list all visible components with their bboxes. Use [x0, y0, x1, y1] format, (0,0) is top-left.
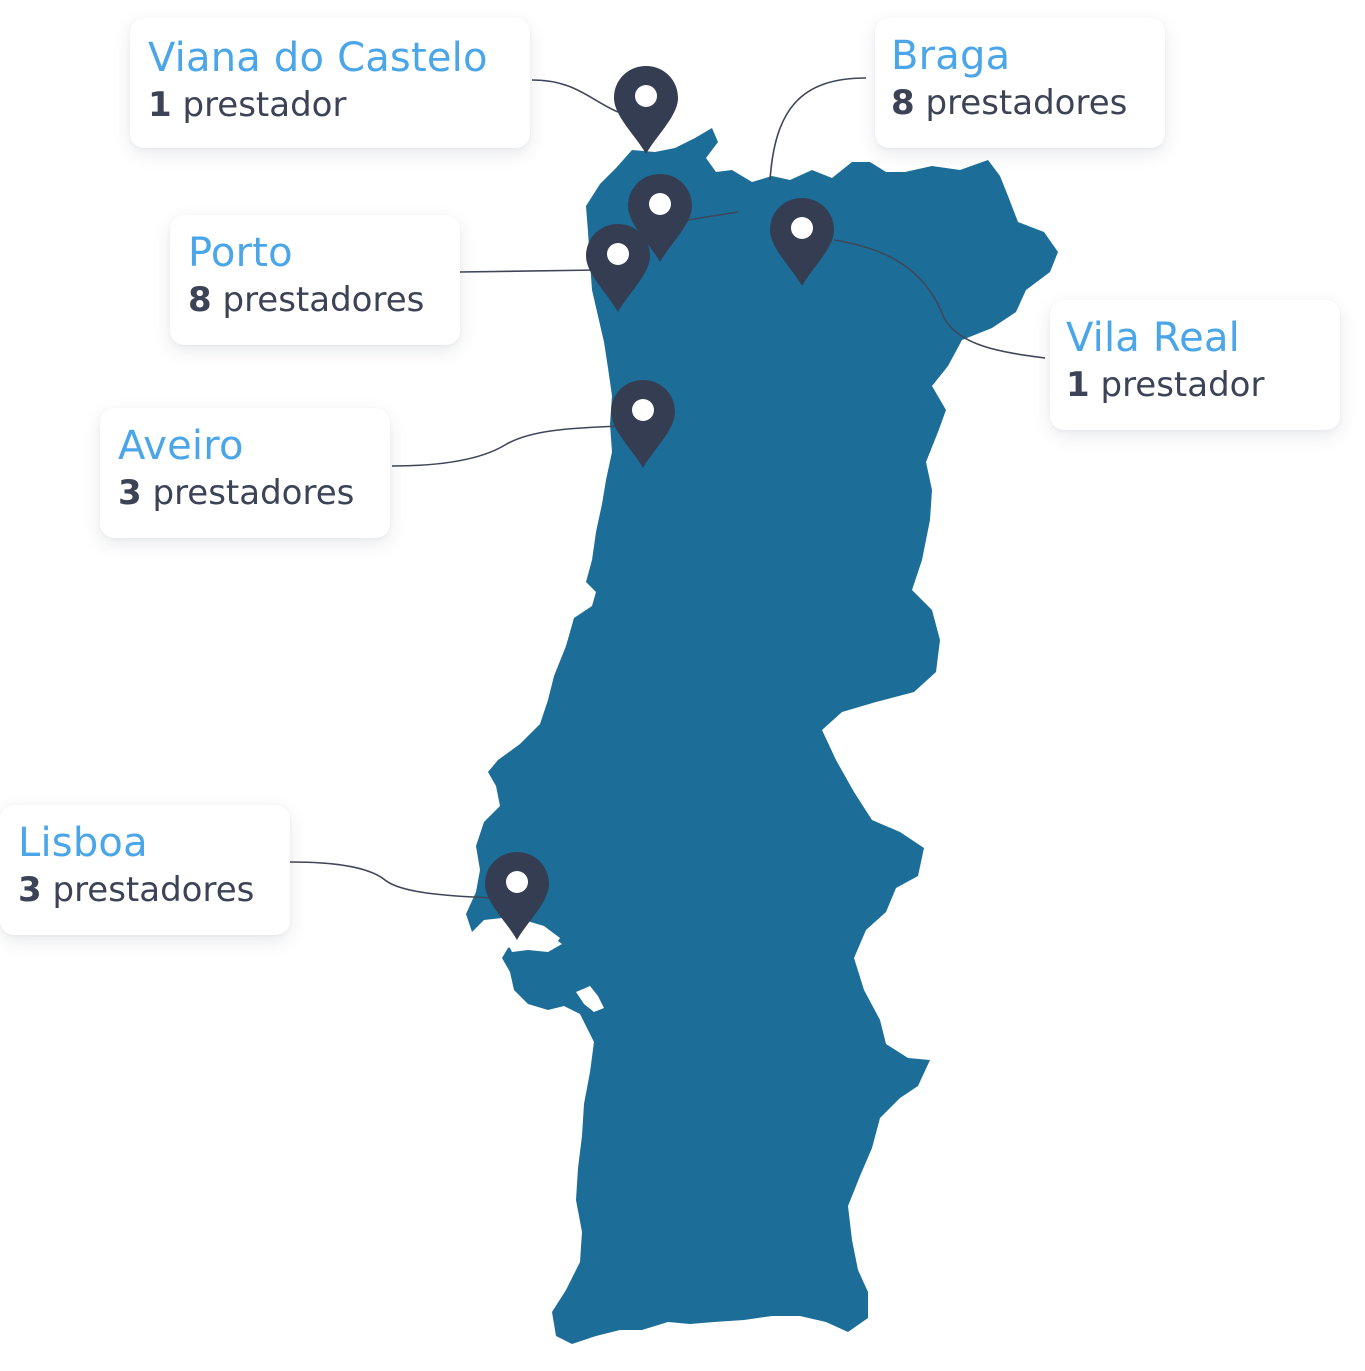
pin-body	[586, 224, 650, 312]
provider-unit: prestadores	[222, 280, 425, 320]
pin-body	[485, 852, 549, 940]
pin-body	[628, 174, 692, 262]
pin-body	[770, 198, 834, 286]
provider-count-line: 3 prestadores	[18, 869, 254, 911]
provider-count: 3	[118, 473, 142, 513]
location-card-braga[interactable]: Braga 8 prestadores	[875, 18, 1165, 148]
leader-line-braga-pin	[687, 211, 739, 221]
leader-lines	[289, 77, 1046, 899]
provider-count: 1	[1066, 365, 1090, 405]
map-pin-icon[interactable]	[586, 224, 650, 312]
location-card-porto[interactable]: Porto 8 prestadores	[170, 215, 460, 345]
pin-dot	[791, 217, 813, 239]
leader-line-braga	[769, 77, 867, 181]
provider-count: 8	[188, 280, 212, 320]
provider-count: 8	[891, 83, 915, 123]
provider-count: 3	[18, 870, 42, 910]
portugal-land-shape	[466, 128, 1058, 1344]
provider-unit: prestadores	[925, 83, 1128, 123]
provider-count-line: 1 prestador	[148, 84, 346, 126]
location-card-viana-do-castelo[interactable]: Viana do Castelo 1 prestador	[130, 18, 530, 148]
provider-count-line: 8 prestadores	[188, 279, 424, 321]
provider-count: 1	[148, 85, 172, 125]
pin-dot	[632, 399, 654, 421]
provider-unit: prestador	[182, 85, 347, 125]
location-card-aveiro[interactable]: Aveiro 3 prestadores	[100, 408, 390, 538]
provider-count-line: 8 prestadores	[891, 82, 1127, 124]
tagus-estuary	[506, 930, 562, 952]
pin-dot	[506, 871, 528, 893]
sado-estuary	[576, 986, 604, 1012]
location-card-vila-real[interactable]: Vila Real 1 prestador	[1050, 300, 1340, 430]
leader-line-viana	[531, 79, 619, 113]
leader-line-lisboa	[289, 861, 496, 899]
city-name: Vila Real	[1066, 315, 1240, 361]
map-pin-icon[interactable]	[628, 174, 692, 262]
provider-unit: prestadores	[152, 473, 355, 513]
pin-body	[611, 380, 675, 468]
city-name: Viana do Castelo	[148, 35, 488, 81]
leader-line-vila	[833, 239, 1046, 359]
city-name: Lisboa	[18, 820, 148, 866]
pin-dot	[635, 85, 657, 107]
pin-dot	[649, 193, 671, 215]
leader-line-aveiro	[391, 425, 621, 467]
provider-unit: prestador	[1100, 365, 1265, 405]
city-name: Braga	[891, 33, 1011, 79]
provider-count-line: 1 prestador	[1066, 364, 1264, 406]
map-pin-icon[interactable]	[485, 852, 549, 940]
map-pin-icon[interactable]	[614, 66, 678, 154]
provider-count-line: 3 prestadores	[118, 472, 354, 514]
map-pins	[485, 66, 834, 940]
pin-body	[614, 66, 678, 154]
pin-dot	[607, 243, 629, 265]
map-pin-icon[interactable]	[770, 198, 834, 286]
leader-line-porto	[459, 269, 599, 273]
city-name: Porto	[188, 230, 293, 276]
location-card-lisboa[interactable]: Lisboa 3 prestadores	[0, 805, 290, 935]
map-pin-icon[interactable]	[611, 380, 675, 468]
city-name: Aveiro	[118, 423, 244, 469]
provider-unit: prestadores	[52, 870, 255, 910]
